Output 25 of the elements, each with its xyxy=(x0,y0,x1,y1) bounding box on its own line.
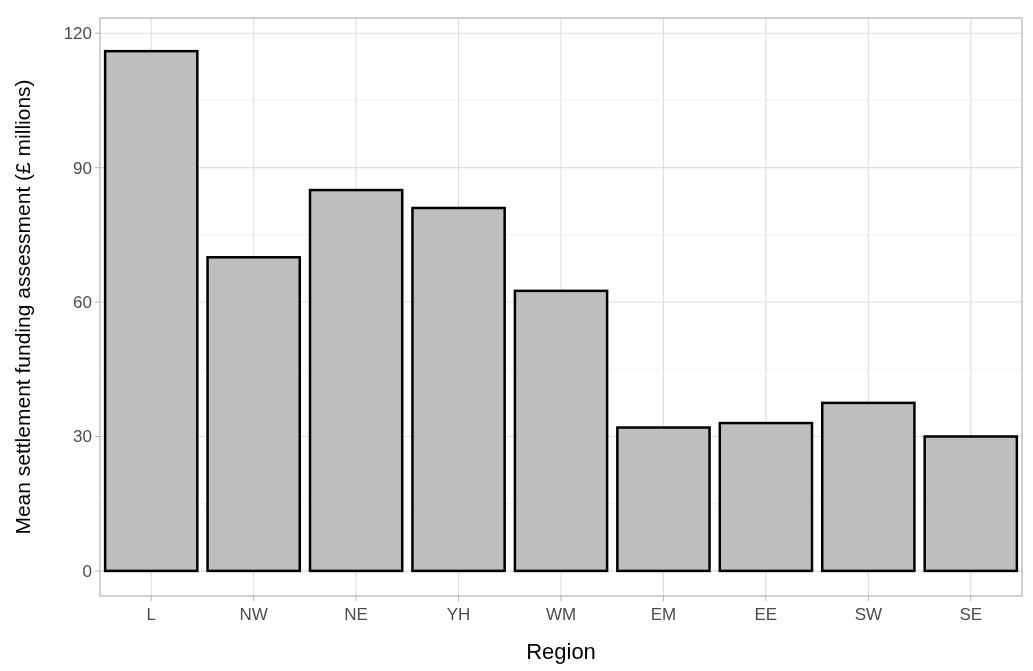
bar xyxy=(616,426,711,573)
y-axis-title: Mean settlement funding assessment (£ millions) xyxy=(11,79,34,535)
bar xyxy=(308,188,404,573)
bar xyxy=(411,206,506,573)
x-tick-label: EE xyxy=(754,605,778,624)
x-tick-label: NW xyxy=(239,605,268,624)
x-axis-title: Region xyxy=(526,639,596,664)
x-tick-label: SE xyxy=(959,605,983,624)
bar xyxy=(923,435,1019,573)
x-tick-label: L xyxy=(146,605,156,624)
bar xyxy=(103,49,199,573)
y-tick-label: 120 xyxy=(63,24,92,44)
x-tick-label: SW xyxy=(854,605,883,624)
x-tick-label: EM xyxy=(650,605,677,624)
y-tick-label: 0 xyxy=(82,561,92,581)
bar xyxy=(820,401,916,573)
y-tick-label: 60 xyxy=(73,293,92,313)
bar xyxy=(206,256,302,573)
bar xyxy=(718,421,814,573)
y-tick-label: 90 xyxy=(73,158,92,178)
y-tick-label: 30 xyxy=(73,427,92,447)
x-tick-label: YH xyxy=(446,605,471,624)
bar xyxy=(513,289,609,573)
x-tick-label: WM xyxy=(545,605,577,624)
x-tick-label: NE xyxy=(344,605,368,624)
